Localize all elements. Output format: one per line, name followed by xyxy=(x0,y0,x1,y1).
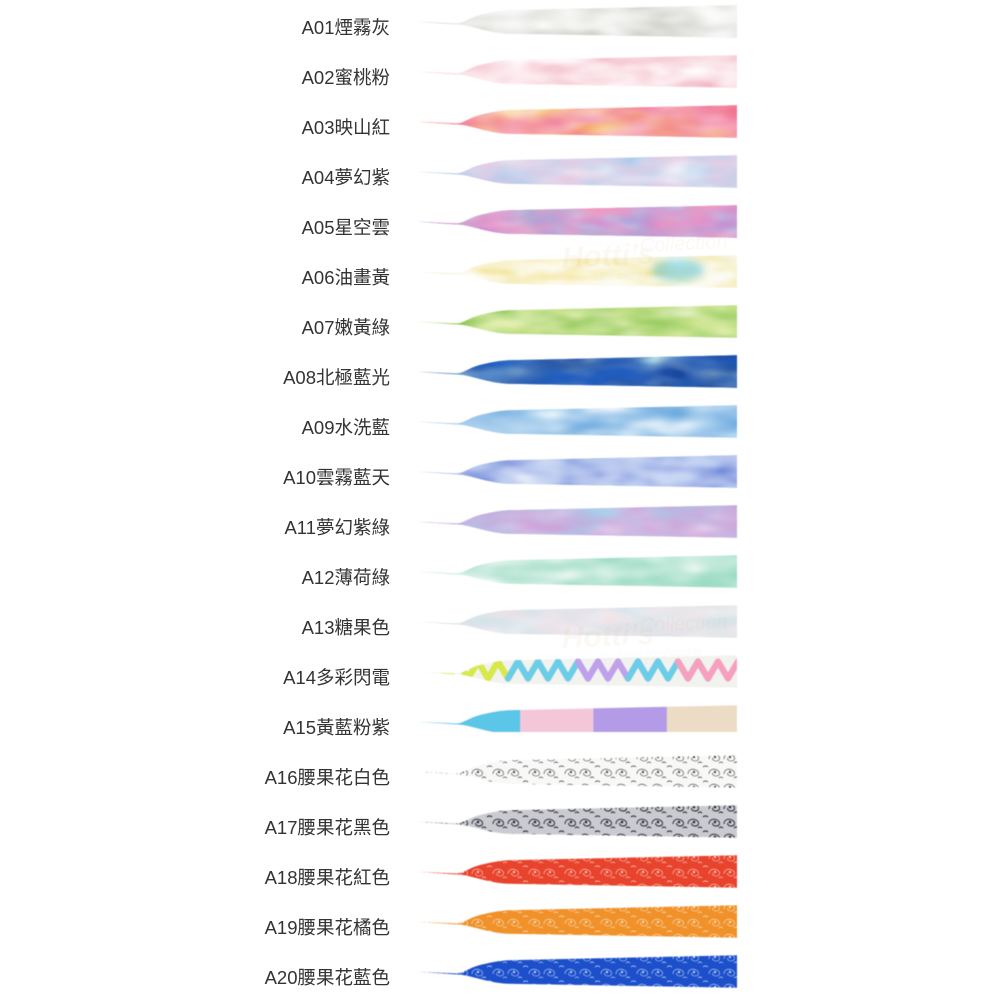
svg-text:A02蜜桃粉: A02蜜桃粉 xyxy=(302,67,390,88)
svg-text:A03映山紅: A03映山紅 xyxy=(302,117,390,138)
svg-text:A05星空雲: A05星空雲 xyxy=(302,217,390,238)
svg-text:A14多彩閃電: A14多彩閃電 xyxy=(283,667,390,688)
svg-text:Collection: Collection xyxy=(639,611,728,638)
svg-text:A13糖果色: A13糖果色 xyxy=(302,617,390,638)
svg-text:A11夢幻紫綠: A11夢幻紫綠 xyxy=(284,517,390,538)
svg-text:A19腰果花橘色: A19腰果花橘色 xyxy=(265,917,390,938)
svg-text:A17腰果花黑色: A17腰果花黑色 xyxy=(265,817,390,838)
svg-text:A04夢幻紫: A04夢幻紫 xyxy=(302,167,390,188)
svg-text:A16腰果花白色: A16腰果花白色 xyxy=(265,767,390,788)
svg-text:A09水洗藍: A09水洗藍 xyxy=(302,417,390,438)
svg-text:A15黃藍粉紫: A15黃藍粉紫 xyxy=(283,717,390,738)
svg-text:A01煙霧灰: A01煙霧灰 xyxy=(302,17,390,38)
svg-text:A20腰果花藍色: A20腰果花藍色 xyxy=(265,967,390,988)
svg-text:A08北極藍光: A08北極藍光 xyxy=(283,367,390,388)
svg-text:A12薄荷綠: A12薄荷綠 xyxy=(302,567,390,588)
svg-text:A06油畫黃: A06油畫黃 xyxy=(302,267,390,288)
svg-text:A07嫩黃綠: A07嫩黃綠 xyxy=(302,317,390,338)
svg-text:A18腰果花紅色: A18腰果花紅色 xyxy=(265,867,390,888)
svg-text:A10雲霧藍天: A10雲霧藍天 xyxy=(283,467,390,488)
svg-text:Collection: Collection xyxy=(639,231,728,258)
